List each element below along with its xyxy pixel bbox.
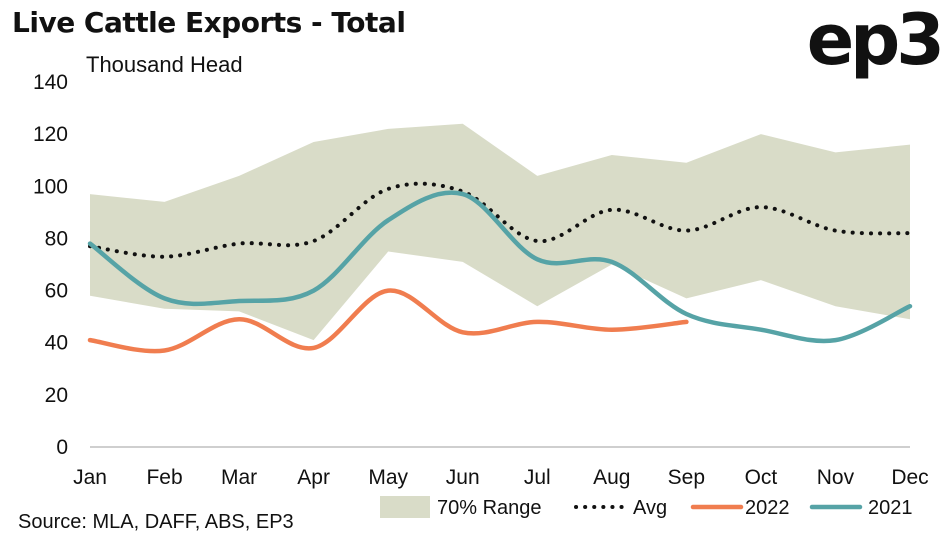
x-tick-label: Sep: [668, 466, 705, 489]
y-tick-label: 140: [33, 71, 68, 94]
x-tick-label: Oct: [745, 466, 778, 489]
legend: 70% Range Avg 2022 2021: [380, 496, 913, 519]
x-tick-label: Jul: [524, 466, 551, 489]
y-tick-label: 120: [33, 123, 68, 146]
legend-swatch-range: [380, 496, 430, 518]
series-line-2021: [87, 190, 913, 344]
source-note: Source: MLA, DAFF, ABS, EP3: [18, 511, 294, 533]
y-tick-label: 100: [33, 175, 68, 198]
legend-label: 70% Range: [437, 497, 542, 519]
y-axis-unit-label: Thousand Head: [86, 52, 243, 77]
range-area: [90, 123, 910, 341]
x-tick-label: Jan: [73, 466, 107, 489]
y-tick-label: 20: [45, 384, 68, 407]
x-tick-label: Feb: [146, 466, 182, 489]
x-tick-label: Aug: [593, 466, 630, 489]
x-axis-ticks: Jan Feb Mar Apr May Jun Jul Aug Sep Oct Nov Dec: [73, 466, 929, 489]
x-tick-label: May: [368, 466, 408, 489]
series-line-2022: [87, 288, 689, 354]
chart-title: Live Cattle Exports - Total: [12, 6, 406, 39]
y-axis-ticks: 0 20 40 60 80 100 120 140: [33, 71, 68, 459]
series-layer: [87, 181, 913, 354]
x-tick-label: Nov: [817, 466, 855, 489]
ep3-logo: ep3: [806, 0, 945, 81]
x-tick-label: Dec: [891, 466, 928, 489]
y-tick-label: 80: [45, 227, 68, 250]
y-tick-label: 60: [45, 280, 68, 303]
legend-label: 2022: [745, 497, 790, 519]
y-tick-label: 40: [45, 332, 68, 355]
series-line-avg: [88, 181, 912, 259]
x-tick-label: Jun: [446, 466, 480, 489]
x-tick-label: Mar: [221, 466, 257, 489]
y-tick-label: 0: [56, 436, 68, 459]
legend-label: Avg: [633, 497, 667, 519]
x-tick-label: Apr: [297, 466, 330, 489]
legend-label: 2021: [868, 497, 913, 519]
